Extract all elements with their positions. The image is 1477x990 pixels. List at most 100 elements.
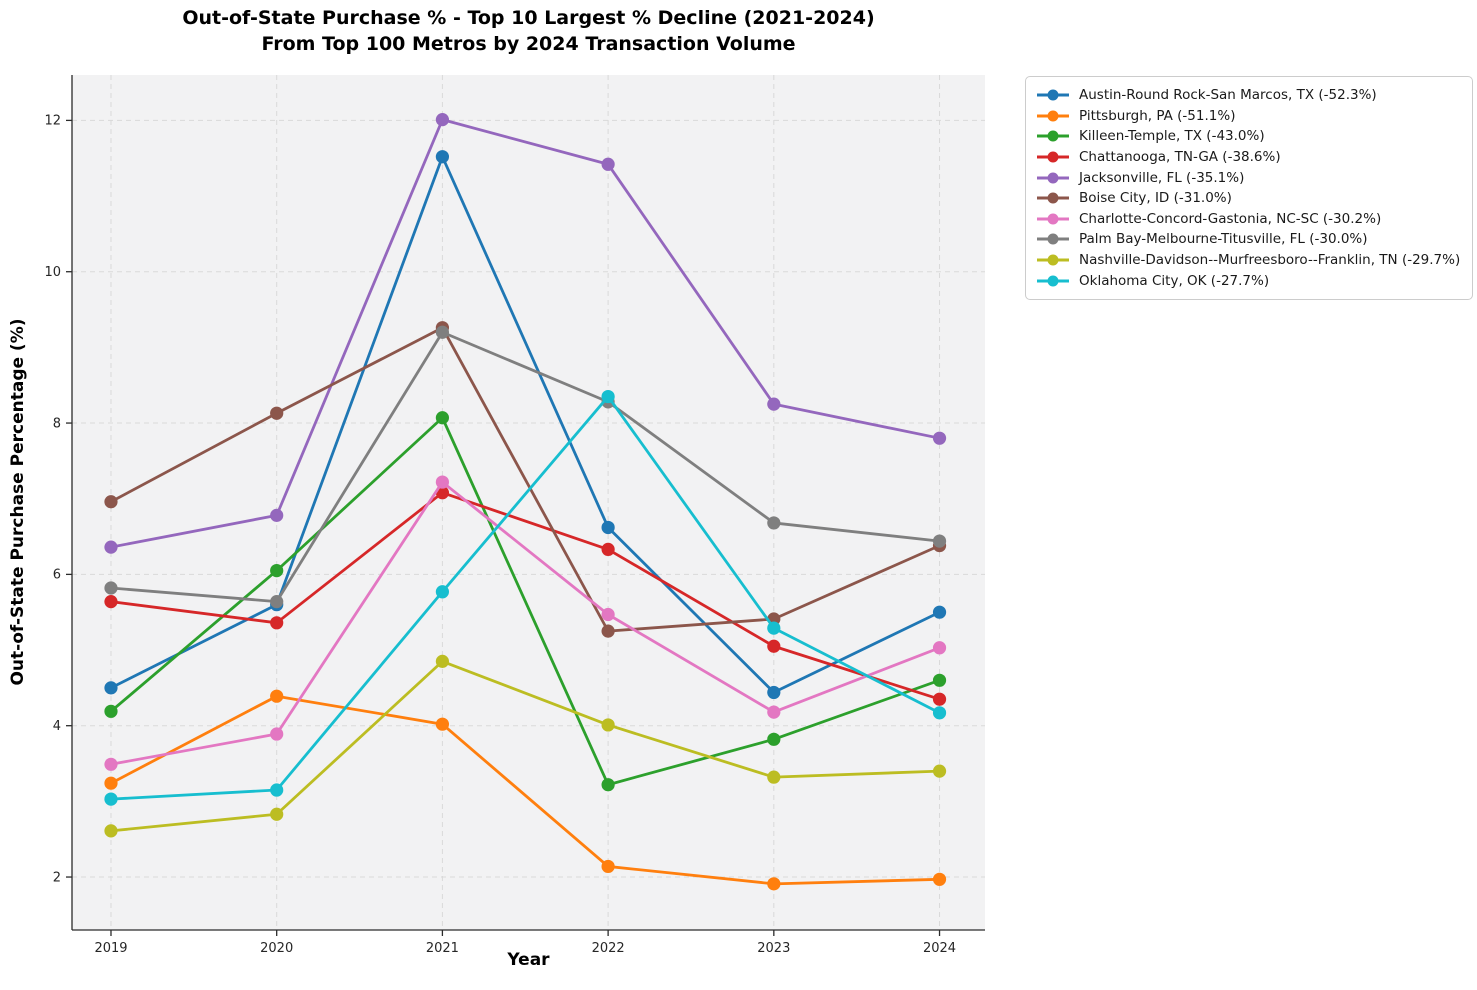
legend-item-2: Killeen-Temple, TX (-43.0%) (1036, 126, 1460, 147)
data-point-marker (104, 581, 118, 595)
data-point-marker (435, 654, 450, 668)
series-line-4 (109, 118, 941, 549)
data-point-marker (270, 783, 284, 797)
data-point-marker (601, 389, 615, 404)
legend-item-7: Palm Bay-Melbourne-Titusville, FL (-30.0… (1036, 229, 1460, 250)
y-axis-label: Out-of-State Purchase Percentage (%) (8, 318, 28, 686)
x-tick-label: 2020 (260, 941, 293, 956)
legend-label: Chattanooga, TN-GA (-38.6%) (1079, 149, 1281, 166)
x-axis-label: Year (507, 950, 550, 970)
legend: Austin-Round Rock-San Marcos, TX (-52.3%… (1025, 76, 1474, 300)
data-point-marker (270, 508, 284, 522)
series-line-9 (109, 395, 941, 801)
legend-line-marker-icon (1037, 151, 1069, 163)
y-tick-label: 4 (53, 719, 61, 734)
legend-item-5: Boise City, ID (-31.0%) (1036, 188, 1460, 209)
data-point-marker (270, 595, 284, 609)
data-point-marker (270, 727, 284, 741)
data-point-marker (104, 792, 118, 806)
data-point-marker (601, 520, 615, 535)
data-point-marker (767, 621, 781, 635)
data-point-marker (104, 776, 118, 790)
data-point-marker (932, 764, 947, 778)
legend-item-4: Jacksonville, FL (-35.1%) (1036, 167, 1460, 188)
legend-label: Charlotte-Concord-Gastonia, NC-SC (-30.2… (1079, 210, 1382, 227)
data-point-marker (767, 639, 781, 653)
data-point-marker (104, 757, 118, 771)
data-point-marker (767, 685, 781, 700)
data-point-marker (767, 705, 781, 719)
legend-label: Austin-Round Rock-San Marcos, TX (-52.3%… (1079, 87, 1377, 104)
chart-title: Out-of-State Purchase % - Top 10 Largest… (72, 5, 985, 57)
data-point-marker (270, 689, 284, 703)
series-line-6 (109, 480, 941, 766)
series-line-7 (109, 330, 941, 604)
data-point-marker (435, 717, 450, 731)
legend-item-6: Charlotte-Concord-Gastonia, NC-SC (-30.2… (1036, 209, 1460, 230)
legend-item-3: Chattanooga, TN-GA (-38.6%) (1036, 147, 1460, 168)
data-point-marker (932, 692, 947, 706)
data-point-marker (270, 616, 284, 630)
y-tick-label: 2 (53, 870, 61, 885)
data-point-marker (104, 704, 118, 718)
legend-item-1: Pittsburgh, PA (-51.1%) (1036, 106, 1460, 127)
data-point-marker (932, 534, 947, 548)
legend-label: Nashville-Davidson--Murfreesboro--Frankl… (1079, 252, 1461, 269)
legend-line-marker-icon (1037, 254, 1069, 266)
data-point-marker (104, 540, 118, 554)
legend-line-marker-icon (1037, 130, 1069, 142)
legend-line-marker-icon (1037, 213, 1069, 225)
data-point-marker (932, 431, 947, 445)
data-point-marker (435, 585, 450, 599)
data-point-marker (932, 673, 947, 687)
data-point-marker (270, 563, 284, 578)
data-point-marker (104, 681, 118, 695)
series-line-1 (109, 694, 941, 886)
series-line-8 (109, 659, 941, 833)
data-point-marker (601, 542, 615, 557)
data-point-marker (601, 718, 615, 732)
data-point-marker (104, 495, 118, 509)
data-point-marker (435, 113, 450, 127)
legend-label: Boise City, ID (-31.0%) (1079, 190, 1232, 207)
x-tick-label: 2019 (94, 941, 127, 956)
y-tick-label: 6 (53, 568, 61, 583)
data-point-marker (601, 778, 615, 792)
legend-line-marker-icon (1037, 275, 1069, 287)
legend-line-marker-icon (1037, 110, 1069, 122)
data-point-marker (270, 406, 284, 420)
legend-item-9: Oklahoma City, OK (-27.7%) (1036, 270, 1460, 291)
legend-line-marker-icon (1037, 192, 1069, 204)
legend-label: Oklahoma City, OK (-27.7%) (1079, 272, 1270, 289)
series-line-2 (109, 416, 941, 787)
y-tick-label: 12 (44, 114, 61, 129)
legend-label: Killeen-Temple, TX (-43.0%) (1079, 128, 1265, 145)
chart-title-line2: From Top 100 Metros by 2024 Transaction … (261, 33, 796, 55)
data-point-marker (435, 475, 450, 489)
data-point-marker (601, 157, 615, 171)
data-point-marker (435, 325, 450, 339)
data-point-marker (104, 824, 118, 838)
legend-line-marker-icon (1037, 172, 1069, 184)
data-point-marker (932, 641, 947, 655)
legend-line-marker-icon (1037, 89, 1069, 101)
x-tick-label: 2022 (592, 941, 625, 956)
x-tick-label: 2024 (923, 941, 956, 956)
data-point-marker (270, 807, 284, 821)
y-tick-label: 8 (53, 416, 61, 431)
legend-label: Jacksonville, FL (-35.1%) (1079, 169, 1245, 186)
data-point-marker (767, 516, 781, 530)
data-point-marker (435, 411, 450, 425)
data-point-marker (767, 397, 781, 411)
data-point-marker (601, 859, 615, 874)
y-tick-label: 10 (44, 265, 61, 280)
plot-background (72, 75, 985, 930)
data-point-marker (932, 605, 947, 619)
data-point-marker (767, 877, 781, 891)
legend-label: Pittsburgh, PA (-51.1%) (1079, 107, 1236, 124)
data-point-marker (932, 872, 947, 886)
data-point-marker (601, 624, 615, 638)
legend-item-0: Austin-Round Rock-San Marcos, TX (-52.3%… (1036, 85, 1460, 106)
